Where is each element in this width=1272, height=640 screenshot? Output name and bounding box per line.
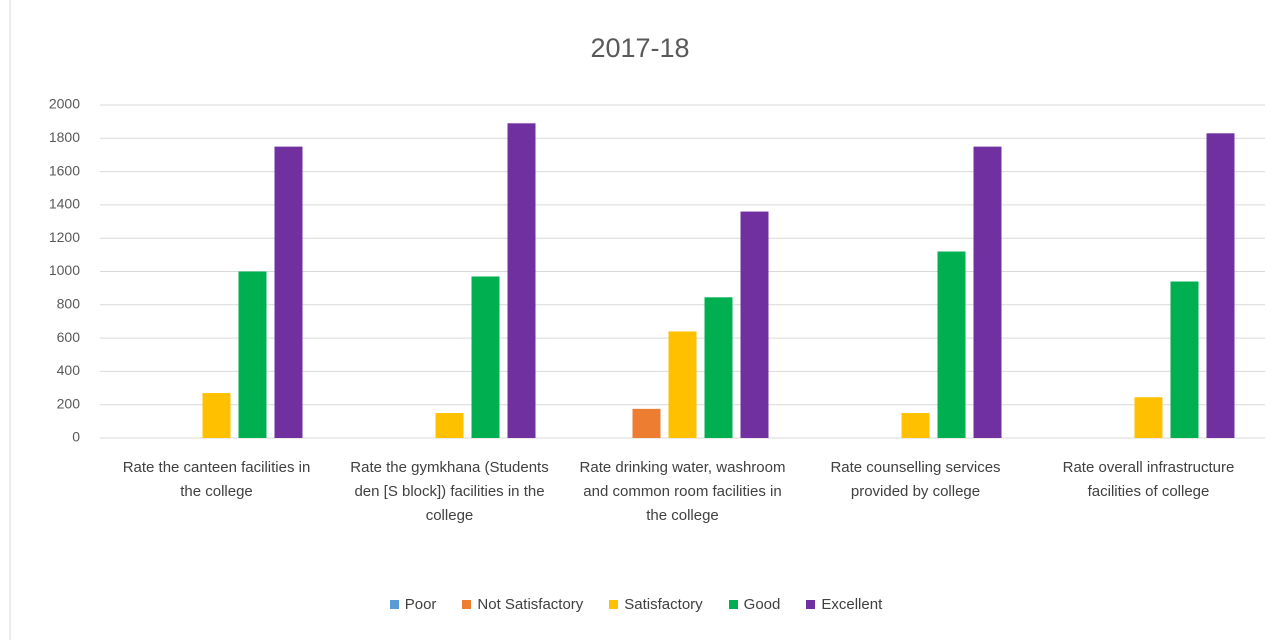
bar <box>901 413 930 438</box>
chart-title: 2017-18 <box>590 33 689 63</box>
bar <box>632 408 661 438</box>
y-tick-label: 1200 <box>49 229 80 245</box>
legend-item: Excellent <box>806 596 882 613</box>
legend-swatch <box>462 600 472 609</box>
legend-item: Poor <box>389 596 437 613</box>
bar <box>471 276 500 438</box>
y-tick-label: 1400 <box>49 196 80 212</box>
bar <box>704 297 733 438</box>
legend-label: Not Satisfactory <box>477 596 584 613</box>
legend-swatch <box>728 600 738 609</box>
bar <box>668 331 697 438</box>
legend-swatch <box>389 600 399 609</box>
y-tick-label: 1600 <box>49 162 80 178</box>
y-tick-label: 600 <box>57 329 81 345</box>
bar <box>435 413 464 438</box>
legend-swatch <box>609 600 619 609</box>
y-tick-label: 0 <box>72 429 80 445</box>
legend-label: Poor <box>404 596 437 613</box>
y-tick-label: 200 <box>57 395 81 411</box>
legend-label: Good <box>743 596 781 613</box>
bar <box>274 146 303 438</box>
y-tick-label: 1800 <box>49 129 80 145</box>
x-tick-label: Rate the gymkhana (Students den [S block… <box>350 459 549 524</box>
x-tick-label: Rate the canteen facilities in the colle… <box>122 459 311 500</box>
x-tick-label: Rate overall infrastructure facilities o… <box>1062 459 1235 500</box>
legend-label: Satisfactory <box>624 596 703 613</box>
bar <box>202 393 231 438</box>
legend-item: Not Satisfactory <box>462 596 583 613</box>
bar <box>507 123 536 438</box>
bar <box>973 146 1002 438</box>
y-tick-label: 2000 <box>49 96 80 112</box>
y-tick-label: 800 <box>57 296 81 312</box>
legend-item: Good <box>728 596 781 613</box>
legend-label: Excellent <box>821 596 883 613</box>
y-tick-label: 400 <box>57 362 81 378</box>
bar <box>937 251 966 438</box>
bar <box>1170 281 1199 438</box>
x-tick-label: Rate counselling services provided by co… <box>830 459 1001 500</box>
legend-item: Satisfactory <box>609 596 703 613</box>
bar <box>1206 133 1235 438</box>
bar <box>740 211 769 438</box>
bar <box>1134 397 1163 438</box>
legend-swatch <box>806 600 816 609</box>
bar <box>238 271 267 438</box>
x-tick-label: Rate drinking water, washroom and common… <box>579 459 786 524</box>
y-tick-label: 1000 <box>49 262 80 278</box>
legend: Poor Not Satisfactory Satisfactory Good Exce… <box>0 596 1272 613</box>
